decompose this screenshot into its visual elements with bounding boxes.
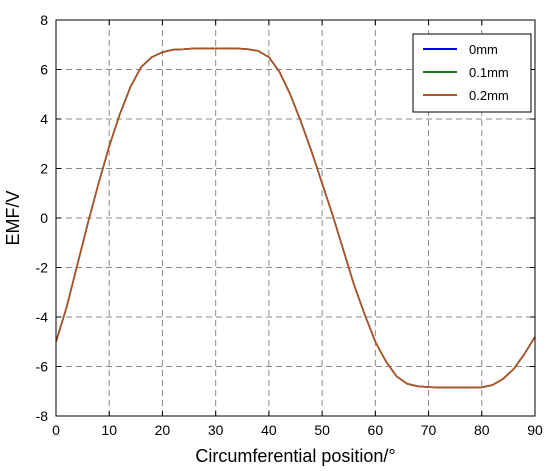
y-tick-label: -6: [36, 359, 49, 375]
axis-ticks: 0 10 20 30 40 50 60 70 80 90 -8 -6 -4 -2 0 2 4 6 8: [36, 12, 543, 438]
y-tick-label: 4: [40, 111, 48, 127]
x-tick-label: 20: [155, 422, 171, 438]
x-tick-label: 50: [314, 422, 330, 438]
x-axis-label: Circumferential position/°: [195, 446, 395, 466]
y-tick-label: -4: [36, 309, 49, 325]
legend-label: 0mm: [469, 42, 498, 57]
x-tick-label: 40: [261, 422, 277, 438]
y-tick-label: -8: [36, 408, 49, 424]
x-tick-label: 60: [368, 422, 384, 438]
x-tick-label: 70: [421, 422, 437, 438]
legend: 0mm 0.1mm 0.2mm: [412, 33, 532, 113]
y-tick-label: -2: [36, 260, 49, 276]
x-tick-label: 10: [101, 422, 117, 438]
y-tick-label: 8: [40, 12, 48, 28]
x-tick-label: 80: [474, 422, 490, 438]
gridlines: [56, 20, 535, 416]
series-line: [55, 47, 536, 389]
x-tick-label: 0: [52, 422, 60, 438]
y-tick-label: 0: [40, 210, 48, 226]
x-tick-label: 30: [208, 422, 224, 438]
legend-label: 0.2mm: [469, 88, 509, 103]
series-lines: [55, 47, 536, 389]
legend-label: 0.1mm: [469, 65, 509, 80]
y-axis-label: EMF/V: [3, 190, 23, 245]
y-tick-label: 6: [40, 62, 48, 78]
x-tick-label: 90: [527, 422, 543, 438]
y-tick-label: 2: [40, 161, 48, 177]
